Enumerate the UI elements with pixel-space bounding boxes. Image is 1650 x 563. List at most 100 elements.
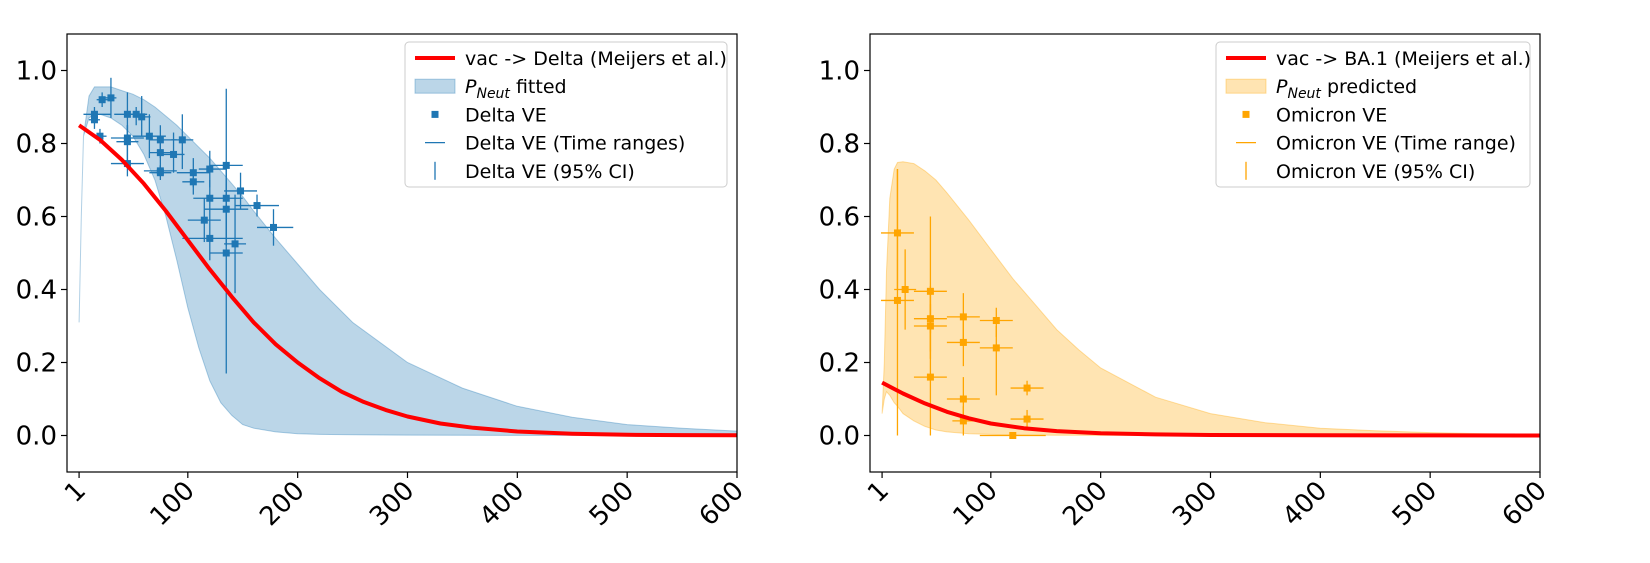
- left-ve-marker: [123, 138, 131, 146]
- left-data-point: [182, 169, 205, 195]
- right-y-tick-label: 1.0: [819, 57, 860, 87]
- left-ve-marker: [156, 169, 164, 177]
- right-legend-label: vac -> BA.1 (Meijers et al.): [1276, 48, 1531, 70]
- left-pneut-band: [78, 86, 737, 436]
- right-ve-marker: [1023, 384, 1031, 392]
- left-chart-panel: 0.00.20.40.60.81.01 100 200 300 400 500 600vac…: [16, 33, 750, 532]
- left-legend-marker-swatch: [431, 110, 439, 118]
- left-data-point: [224, 194, 247, 294]
- right-y-tick-label: 0.4: [819, 276, 860, 306]
- right-ve-marker: [992, 344, 1000, 352]
- left-data-point: [209, 161, 243, 374]
- left-data-point: [96, 92, 108, 107]
- right-y-tick-label: 0.0: [819, 422, 860, 452]
- left-model-line: [77, 123, 737, 438]
- right-data-point: [979, 432, 1046, 439]
- left-data-point: [235, 194, 279, 217]
- left-data-point: [105, 77, 117, 118]
- left-ve-marker: [269, 223, 277, 231]
- right-data-point: [894, 249, 917, 330]
- left-ve-marker: [145, 132, 153, 140]
- right-legend-entry: Omicron VE: [1242, 104, 1387, 126]
- left-ve-marker: [90, 116, 98, 124]
- left-ve-marker: [253, 202, 261, 210]
- left-ve-marker: [132, 110, 140, 118]
- left-plot-area: [77, 77, 737, 438]
- right-axes-frame: [869, 33, 1541, 473]
- left-legend: vac -> Delta (Meijers et al.) PNeut fitte…: [404, 41, 728, 188]
- left-legend-box: [404, 41, 728, 188]
- left-ve-marker: [206, 165, 214, 173]
- left-ve-marker: [170, 150, 178, 158]
- right-legend-marker-swatch: [1242, 110, 1250, 118]
- left-data-point: [171, 114, 194, 170]
- right-data-point: [913, 304, 947, 436]
- left-legend-label: vac -> Delta (Meijers et al.): [465, 48, 727, 70]
- right-legend-label: Omicron VE (Time range): [1276, 133, 1516, 155]
- left-legend-entry: Delta VE: [431, 104, 547, 126]
- left-data-point: [149, 136, 172, 170]
- right-y-tick-label: 0.8: [819, 130, 860, 160]
- right-chart-panel: 0.00.20.40.60.81.01 100 200 300 400 500 600vac…: [819, 33, 1553, 532]
- left-legend-band-swatch: [414, 78, 456, 94]
- right-ve-marker: [959, 417, 967, 425]
- right-y-tick-label: 0.2: [819, 349, 860, 379]
- left-ve-marker: [98, 96, 106, 104]
- left-ve-marker: [206, 234, 214, 242]
- left-ve-marker: [96, 132, 104, 140]
- left-axes-frame: [66, 33, 738, 473]
- right-plot-area: [880, 161, 1540, 439]
- left-legend-entry: Delta VE (95% CI): [434, 161, 635, 183]
- right-data-point: [979, 326, 1013, 396]
- right-legend-entry: Omicron VE (Time range): [1236, 133, 1516, 155]
- right-data-point: [946, 318, 980, 367]
- right-legend-entry: Omicron VE (95% CI): [1245, 161, 1475, 183]
- right-legend-entry: vac -> BA.1 (Meijers et al.): [1226, 48, 1531, 70]
- left-ve-marker: [156, 149, 164, 157]
- right-legend-label: Omicron VE (95% CI): [1276, 161, 1475, 183]
- right-y-tick-label: 0.6: [819, 203, 860, 233]
- right-ve-marker: [893, 296, 901, 304]
- right-ve-marker: [1023, 415, 1031, 423]
- left-legend-label: Delta VE (95% CI): [465, 161, 635, 183]
- left-legend-entry: vac -> Delta (Meijers et al.): [415, 48, 727, 70]
- left-legend-entry: PNeut fitted: [414, 76, 567, 102]
- right-legend: vac -> BA.1 (Meijers et al.) PNeut predic…: [1215, 41, 1531, 188]
- left-data-point: [149, 165, 172, 180]
- left-y-tick-label: 0.4: [16, 276, 57, 306]
- right-data-point: [1010, 409, 1044, 429]
- left-data-point: [88, 110, 100, 129]
- left-ve-marker: [222, 249, 230, 257]
- right-legend-band-swatch: [1225, 78, 1267, 94]
- left-data-point: [132, 96, 151, 137]
- right-legend-label: Omicron VE: [1276, 104, 1387, 126]
- right-legend-label: PNeut predicted: [1276, 76, 1417, 102]
- left-y-tick-label: 0.6: [16, 203, 57, 233]
- right-ve-marker: [1009, 432, 1017, 439]
- left-legend-label: Delta VE (Time ranges): [465, 133, 685, 155]
- right-ve-marker: [992, 317, 1000, 325]
- right-ve-marker: [926, 373, 934, 381]
- right-ve-marker: [959, 313, 967, 321]
- right-data-point: [1010, 380, 1044, 396]
- left-ve-marker: [107, 94, 115, 102]
- left-data-point: [257, 209, 294, 246]
- right-ve-marker: [959, 338, 967, 346]
- left-y-tick-label: 0.0: [16, 422, 57, 452]
- left-ve-marker: [237, 187, 245, 195]
- left-legend-label: Delta VE: [465, 104, 547, 126]
- right-data-point: [952, 406, 975, 436]
- left-ve-marker: [178, 136, 186, 144]
- left-y-tick-label: 1.0: [16, 57, 57, 87]
- left-ve-marker: [138, 113, 146, 121]
- left-ve-marker: [231, 240, 239, 248]
- left-y-tick-label: 0.2: [16, 349, 57, 379]
- right-ve-marker: [901, 286, 909, 293]
- left-data-point: [224, 172, 258, 210]
- right-legend-box: [1215, 41, 1531, 188]
- left-ve-marker: [189, 178, 197, 186]
- left-legend-label: PNeut fitted: [465, 76, 567, 102]
- left-ve-marker: [200, 216, 208, 224]
- right-ve-marker: [959, 395, 967, 403]
